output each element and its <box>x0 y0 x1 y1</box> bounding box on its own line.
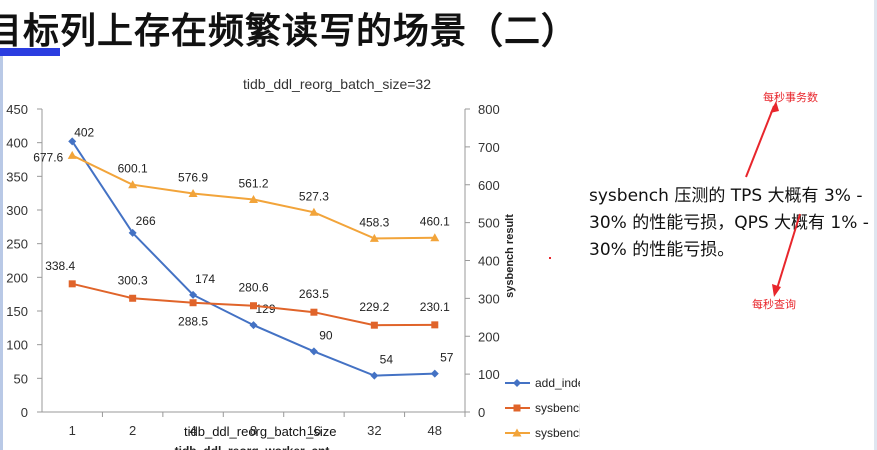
data-label: 263.5 <box>299 287 329 301</box>
left-tick-label: 50 <box>14 371 28 386</box>
data-label: 402 <box>74 125 94 139</box>
data-label: 527.3 <box>299 189 329 203</box>
left-tick-label: 0 <box>21 405 28 420</box>
legend-marker <box>513 379 521 387</box>
data-label: 266 <box>136 214 156 228</box>
slide-title: 目标列上存在频繁读写的场景（二） <box>0 11 579 52</box>
x-tick-label: 2 <box>129 423 136 438</box>
x-tick-label: 48 <box>428 423 442 438</box>
chart-series: 402 266 174 129 90 54 57 338.4 300.3 288.5 280.6 26… <box>33 125 454 380</box>
data-label: 90 <box>319 328 333 342</box>
data-label: 338.4 <box>45 259 75 273</box>
summary-note: sysbench 压测的 TPS 大概有 3% - 30% 的性能亏损，QPS … <box>589 186 869 260</box>
slide-panel <box>3 56 873 450</box>
right-tick-label: 0 <box>478 405 485 420</box>
left-tick-label: 300 <box>6 203 28 218</box>
legend-label: add_index duration(s) <box>535 376 580 390</box>
data-label: 174 <box>195 272 215 286</box>
x-tick-label: 32 <box>367 423 381 438</box>
x-axis-label: tidb_ddl_reorg_worker_cnt <box>175 444 330 450</box>
data-point <box>189 299 197 307</box>
data-point <box>249 321 258 330</box>
x-tick-label: 4 <box>189 423 196 438</box>
x-tick-label: 16 <box>307 423 321 438</box>
data-label: 129 <box>255 302 275 316</box>
x-tick-label: 8 <box>250 423 257 438</box>
right-axis-label: sysbench result <box>504 214 516 298</box>
data-label: 300.3 <box>118 273 148 287</box>
data-label: 57 <box>440 351 454 365</box>
right-tick-label: 400 <box>478 254 500 269</box>
data-label: 460.1 <box>420 215 450 229</box>
data-point <box>129 294 137 302</box>
legend-label: sysbench avg tps <box>535 401 580 415</box>
left-tick-label: 250 <box>6 237 28 252</box>
chart-axes: 0501001502002503003504004500100200300400… <box>6 102 499 438</box>
data-point <box>67 150 77 159</box>
data-point <box>370 321 378 329</box>
legend-marker <box>512 428 522 437</box>
data-point <box>68 280 76 288</box>
chart-title: tidb_ddl_reorg_batch_size=32 <box>243 76 431 92</box>
data-point <box>250 302 257 310</box>
data-point <box>430 233 440 242</box>
right-tick-label: 200 <box>478 329 500 344</box>
x-tick-label: 1 <box>69 423 76 438</box>
data-point <box>310 308 318 316</box>
data-label: 458.3 <box>359 215 389 229</box>
left-tick-label: 450 <box>6 102 28 117</box>
data-label: 600.1 <box>118 162 148 176</box>
right-tick-label: 300 <box>478 291 500 306</box>
legend-marker <box>513 404 521 412</box>
data-point <box>68 137 77 146</box>
left-tick-label: 100 <box>6 338 28 353</box>
left-edge-decoration <box>0 56 3 450</box>
data-point <box>188 188 198 197</box>
data-point <box>430 369 439 378</box>
right-tick-label: 100 <box>478 367 500 382</box>
overlay-caption: tidb_ddl_reorg_batch_size <box>184 424 337 439</box>
data-point <box>309 347 318 356</box>
left-tick-label: 350 <box>6 169 28 184</box>
data-point <box>370 371 379 380</box>
data-point <box>369 233 379 242</box>
annotation-qps: 每秒查询 <box>752 298 796 311</box>
data-point <box>128 228 137 237</box>
data-label: 280.6 <box>238 281 268 295</box>
data-point <box>309 207 319 216</box>
data-label: 677.6 <box>33 150 63 164</box>
left-tick-label: 150 <box>6 304 28 319</box>
data-label: 288.5 <box>178 315 208 329</box>
data-point <box>249 194 258 203</box>
line-chart: tidb_ddl_reorg_batch_size=32 sysbench re… <box>6 76 580 450</box>
data-label: 54 <box>380 353 394 367</box>
data-label: 576.9 <box>178 170 208 184</box>
right-tick-label: 600 <box>478 178 500 193</box>
right-tick-label: 800 <box>478 102 500 117</box>
red-dot-mark <box>549 257 551 259</box>
left-tick-label: 400 <box>6 136 28 151</box>
title-accent-bar <box>0 48 60 56</box>
right-edge-decoration <box>874 0 877 450</box>
data-label: 229.2 <box>359 300 389 314</box>
chart-legend: add_index duration(s) sysbench avg tps sys… <box>505 376 580 440</box>
data-point <box>189 290 198 299</box>
left-tick-label: 200 <box>6 270 28 285</box>
right-tick-label: 700 <box>478 140 500 155</box>
data-point <box>128 180 138 189</box>
data-point <box>431 321 439 329</box>
annotation-tps: 每秒事务数 <box>763 91 818 104</box>
data-label: 230.1 <box>420 300 450 314</box>
data-label: 561.2 <box>238 176 268 190</box>
legend-label: sysbench avg qps / 10 <box>535 426 580 440</box>
right-tick-label: 500 <box>478 216 500 231</box>
